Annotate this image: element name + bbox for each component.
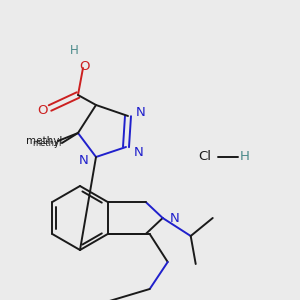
Text: methyl: methyl bbox=[26, 136, 62, 146]
Text: Cl: Cl bbox=[199, 151, 212, 164]
Text: O: O bbox=[38, 103, 48, 116]
Text: O: O bbox=[79, 59, 89, 73]
Text: H: H bbox=[240, 151, 250, 164]
Text: N: N bbox=[136, 106, 146, 119]
Text: H: H bbox=[70, 44, 78, 56]
Text: N: N bbox=[134, 146, 144, 160]
Text: N: N bbox=[170, 212, 180, 224]
Text: N: N bbox=[79, 154, 89, 166]
Text: methyl: methyl bbox=[32, 140, 62, 148]
